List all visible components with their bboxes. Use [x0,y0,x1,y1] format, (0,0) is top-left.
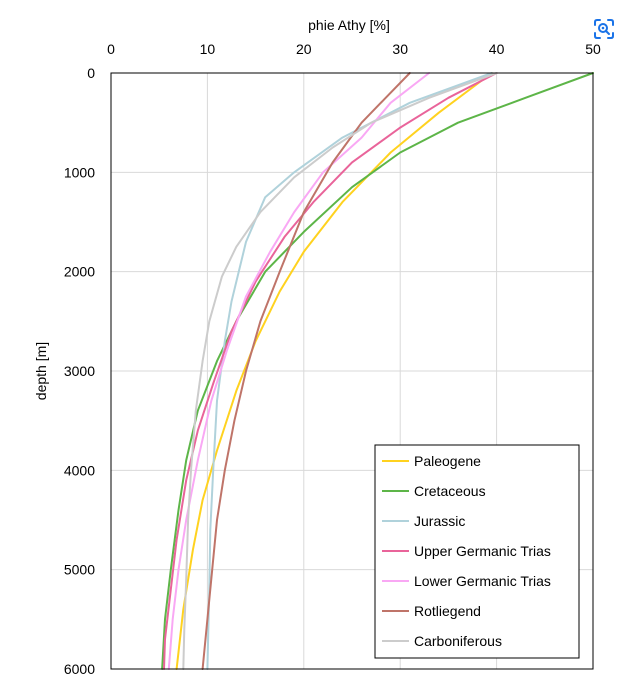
plot-area-frame [110,72,594,670]
y-axis-ticks: 0 1000 2000 3000 4000 5000 6000 [64,65,95,677]
legend-label: Carboniferous [414,633,502,649]
x-tick-label: 20 [296,41,312,57]
series-line-lower-germanic-trias [167,72,431,670]
y-tick-label: 5000 [64,562,95,578]
series-line-rotliegend [201,72,411,670]
gridlines [111,73,593,669]
x-tick-label: 40 [489,41,505,57]
legend: Paleogene Cretaceous Jurassic Upper Germani… [374,444,580,659]
y-axis-title: depth [m] [33,342,49,400]
y-tick-label: 0 [87,65,95,81]
legend-label: Jurassic [414,513,465,529]
series-line-jurassic [206,72,493,670]
series-line-upper-germanic-trias [163,72,498,670]
y-tick-label: 1000 [64,164,95,180]
legend-label: Paleogene [414,453,481,469]
x-tick-label: 30 [392,41,408,57]
y-tick-label: 2000 [64,264,95,280]
legend-label: Rotliegend [414,603,481,619]
y-tick-label: 6000 [64,661,95,677]
legend-label: Lower Germanic Trias [414,573,551,589]
x-axis-title: phie Athy [%] [308,17,390,33]
x-tick-label: 0 [107,41,115,57]
x-tick-label: 10 [200,41,216,57]
y-tick-label: 3000 [64,363,95,379]
y-tick-label: 4000 [64,462,95,478]
series-layer [161,72,594,670]
x-tick-label: 50 [585,41,601,57]
legend-label: Cretaceous [414,483,486,499]
lens-icon [594,19,614,39]
x-axis-ticks: 0 10 20 30 40 50 [107,41,601,57]
visual-search-button[interactable] [592,17,616,41]
legend-label: Upper Germanic Trias [414,543,551,559]
series-line-carboniferous [182,72,498,670]
